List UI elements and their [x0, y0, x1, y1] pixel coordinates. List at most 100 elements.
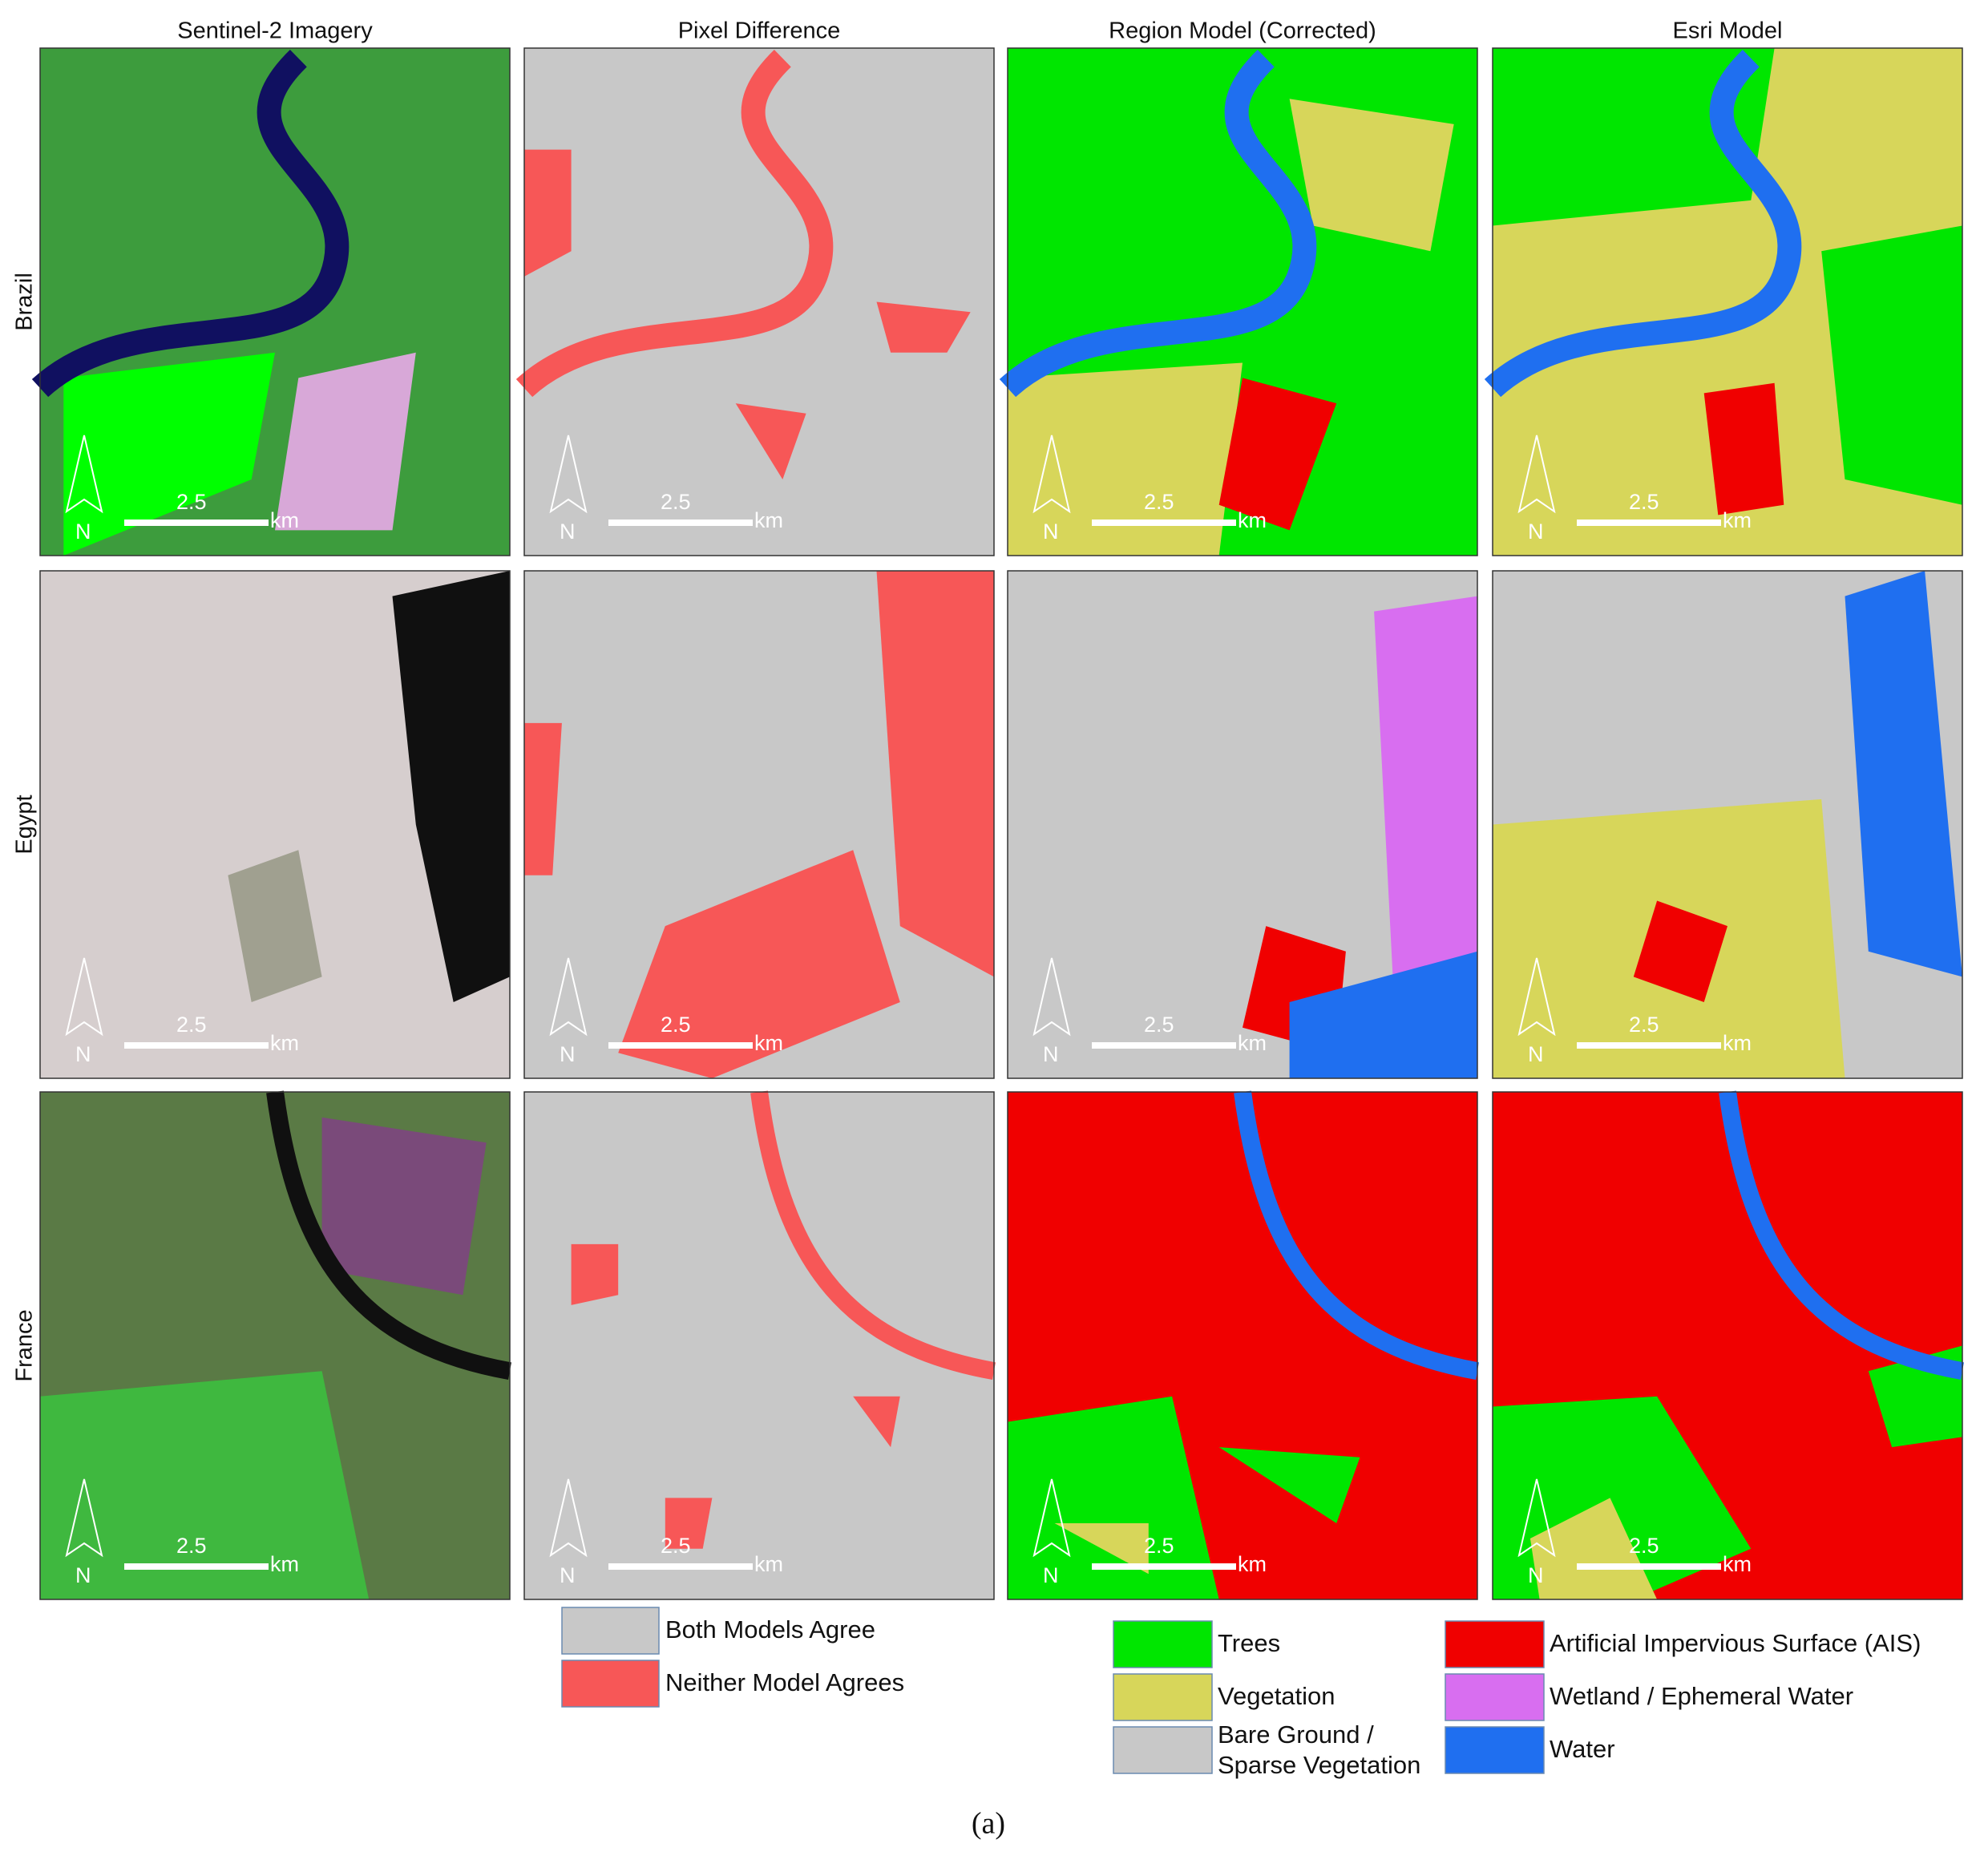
land-cover-area	[228, 850, 322, 1002]
legend-swatch	[561, 1660, 660, 1708]
land-cover-area	[392, 571, 510, 1002]
legend-swatch	[1113, 1726, 1213, 1774]
land-cover-area	[1008, 362, 1243, 556]
north-arrow	[549, 957, 588, 1037]
column-title: Esri Model	[1673, 18, 1783, 44]
panel-border	[1492, 1091, 1963, 1600]
scale-bar	[124, 520, 269, 526]
land-cover-area	[876, 301, 971, 353]
scale-bar	[1092, 1042, 1236, 1049]
land-cover-area	[1289, 951, 1477, 1078]
north-arrow	[549, 1478, 588, 1558]
north-label: N	[1528, 1042, 1544, 1066]
panel-border	[523, 1091, 995, 1600]
legend-label: Sparse Vegetation	[1218, 1751, 1420, 1779]
land-cover-area	[1289, 99, 1454, 252]
scale-unit: km	[270, 1552, 299, 1576]
map-panel: N 2.5 km	[1492, 570, 1963, 1079]
scale-bar	[124, 1563, 269, 1570]
river	[31, 49, 350, 398]
scale-bar	[608, 520, 753, 526]
land-cover-area	[1633, 900, 1727, 1002]
scale-distance: 2.5	[1629, 1534, 1659, 1558]
panel-border	[1007, 47, 1478, 556]
land-cover-area	[40, 1371, 370, 1599]
scale-unit: km	[1238, 1552, 1267, 1576]
legend-label: Water	[1550, 1735, 1615, 1763]
column-title: Pixel Difference	[678, 18, 841, 44]
scale-distance: 2.5	[661, 1013, 691, 1037]
land-cover-area	[1218, 378, 1337, 531]
land-cover-area	[275, 352, 416, 531]
legend-label: Wetland / Ephemeral Water	[1550, 1682, 1853, 1710]
scale-bar	[1092, 1563, 1236, 1570]
river	[266, 1090, 511, 1381]
scale-bar	[124, 1042, 269, 1049]
row-label: Egypt	[12, 794, 38, 854]
river	[999, 49, 1317, 398]
scale-distance: 2.5	[1144, 1013, 1174, 1037]
scale-bar	[1577, 1042, 1721, 1049]
panel-border	[523, 570, 995, 1079]
north-label: N	[560, 1563, 576, 1587]
river	[1719, 1090, 1964, 1381]
panel-border	[1007, 570, 1478, 1079]
land-cover-area	[618, 850, 900, 1078]
scale-unit: km	[754, 508, 783, 532]
legend-swatch	[561, 1607, 660, 1655]
north-label: N	[75, 1042, 91, 1066]
panel-border	[1007, 1091, 1478, 1600]
scale-bar	[608, 1042, 753, 1049]
river	[1234, 1090, 1479, 1381]
land-cover-area	[735, 403, 806, 479]
scale-distance: 2.5	[661, 1534, 691, 1558]
north-label: N	[1528, 1563, 1544, 1587]
north-arrow	[1032, 1478, 1071, 1558]
scale-distance: 2.5	[176, 1013, 207, 1037]
scale-distance: 2.5	[176, 490, 207, 514]
north-arrow	[1517, 435, 1556, 514]
north-arrow	[1517, 957, 1556, 1037]
north-arrow	[65, 435, 103, 514]
figure-caption: (a)	[972, 1807, 1005, 1841]
scale-bar	[1577, 1563, 1721, 1570]
panel-border	[39, 47, 511, 556]
legend-swatch	[1113, 1620, 1213, 1668]
north-arrow	[549, 435, 588, 514]
scale-unit: km	[1723, 1552, 1752, 1576]
land-cover-area	[1054, 1523, 1149, 1575]
north-label: N	[1043, 520, 1059, 544]
land-cover-area	[1821, 225, 1962, 505]
map-panel: N 2.5 km	[1007, 570, 1478, 1079]
legend-label: Neither Model Agrees	[665, 1668, 904, 1696]
legend-swatch	[1445, 1726, 1545, 1774]
legend-label: Vegetation	[1218, 1682, 1335, 1710]
panel-border	[1492, 47, 1963, 556]
map-panel: N 2.5 km	[39, 1090, 511, 1600]
panel-border	[523, 47, 995, 556]
scale-bar	[608, 1563, 753, 1570]
scale-distance: 2.5	[661, 490, 691, 514]
scale-bar	[1092, 520, 1236, 526]
land-cover-area	[63, 352, 276, 556]
north-arrow	[65, 957, 103, 1037]
panel-border	[39, 1091, 511, 1600]
scale-distance: 2.5	[1144, 490, 1174, 514]
scale-unit: km	[1238, 508, 1267, 532]
land-cover-area	[665, 1498, 713, 1549]
legend-swatch	[1445, 1673, 1545, 1721]
row-label: Brazil	[12, 273, 38, 331]
land-cover-area	[876, 571, 994, 977]
north-arrow	[65, 1478, 103, 1558]
row-label: France	[12, 1309, 38, 1381]
north-arrow	[1032, 957, 1071, 1037]
map-panel: N 2.5 km	[523, 1090, 996, 1600]
map-panel: N 2.5 km	[1484, 47, 1963, 556]
scale-unit: km	[270, 508, 299, 532]
legend-swatch	[1113, 1673, 1213, 1721]
map-panel: N 2.5 km	[1007, 1090, 1479, 1600]
scale-distance: 2.5	[1144, 1534, 1174, 1558]
land-cover-area	[1703, 382, 1784, 515]
scale-unit: km	[1723, 508, 1752, 532]
